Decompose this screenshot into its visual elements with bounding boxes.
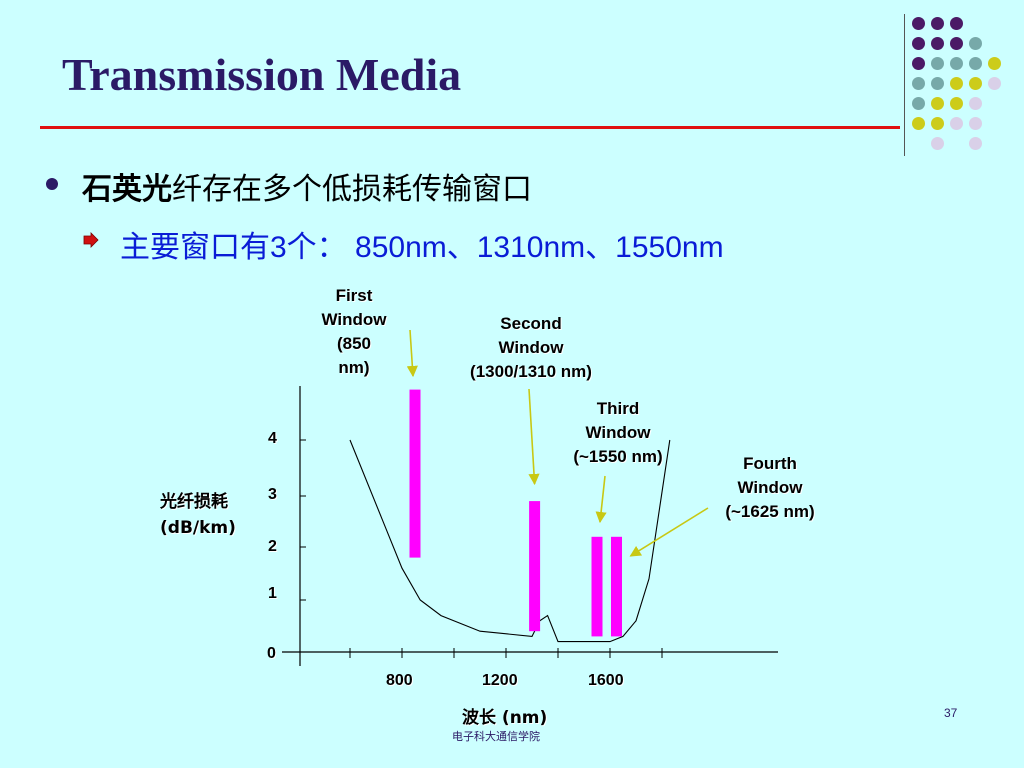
decor-dot xyxy=(912,57,925,70)
page-number: 37 xyxy=(944,706,958,720)
decor-dot xyxy=(969,117,982,130)
label-line: Third xyxy=(596,399,640,418)
y-tick-label: 4 xyxy=(268,430,277,447)
decor-vertical-rule xyxy=(904,14,905,156)
sub-bullet-arrow-icon xyxy=(83,232,99,248)
label-line: (1300/1310 nm) xyxy=(470,362,592,381)
decor-dot xyxy=(931,97,944,110)
y-axis-label-line2: (dB/km) xyxy=(160,518,236,538)
third-window-bar xyxy=(591,536,603,637)
bullet-1-rest: 纤存在多个低损耗传输窗口 xyxy=(172,172,532,207)
loss-curve-line xyxy=(349,439,671,643)
decor-dot xyxy=(988,77,1001,90)
decor-dot xyxy=(950,57,963,70)
decor-dot xyxy=(931,77,944,90)
decor-dot xyxy=(950,17,963,30)
bullet-2-text: 主要窗口有3个： 850nm、1310nm、1550nm xyxy=(120,231,724,264)
decor-dot xyxy=(950,77,963,90)
footer-text: 电子科大通信学院 xyxy=(452,730,540,743)
decor-dot xyxy=(969,77,982,90)
second-window-pointer-icon xyxy=(528,388,540,486)
slide-title: Transmission Media xyxy=(62,49,462,100)
fourth-window-pointer-icon xyxy=(629,507,709,557)
y-tick-label: 1 xyxy=(268,585,277,602)
decor-dot xyxy=(931,17,944,30)
bullet-1-text: 石英光纤存在多个低损耗传输窗口 xyxy=(82,164,532,208)
decor-dot xyxy=(912,97,925,110)
x-tick-label: 1600 xyxy=(588,672,624,689)
decor-dot xyxy=(969,37,982,50)
label-line: Fourth xyxy=(743,454,797,473)
second-window-bar xyxy=(529,501,541,632)
x-axis-label: 波长 (nm) xyxy=(462,708,548,728)
y-tick-label: 3 xyxy=(268,486,277,503)
decor-dot xyxy=(912,77,925,90)
label-line: (850 xyxy=(336,334,372,353)
decor-dot xyxy=(950,37,963,50)
decor-dot xyxy=(950,97,963,110)
decor-dot xyxy=(912,117,925,130)
decor-dot xyxy=(969,57,982,70)
decor-dot xyxy=(950,117,963,130)
decor-dot xyxy=(969,97,982,110)
bullet-dot-icon xyxy=(46,178,58,190)
label-line: First xyxy=(335,286,373,305)
label-line: Window xyxy=(498,338,564,357)
decor-dot xyxy=(912,37,925,50)
third-window-pointer-icon xyxy=(595,475,607,524)
label-line: Window xyxy=(585,423,651,442)
label-line: nm) xyxy=(338,358,370,377)
first-window-bar xyxy=(409,389,421,558)
fourth-window-bar xyxy=(611,536,622,637)
x-tick-label: 1200 xyxy=(482,672,518,689)
decor-dot xyxy=(931,117,944,130)
first-window-pointer-icon xyxy=(406,329,418,378)
y-tick-label: 2 xyxy=(268,538,277,555)
third-window-label: Third Window (~1550 nm) xyxy=(560,397,676,469)
label-line: Window xyxy=(737,478,803,497)
decor-dot xyxy=(931,137,944,150)
label-line: Second xyxy=(500,314,562,333)
decor-dot xyxy=(969,137,982,150)
y-axis-label: 光纤损耗 (dB/km) xyxy=(160,489,236,541)
title-underline xyxy=(40,126,900,129)
decor-dot xyxy=(912,17,925,30)
x-tick-label: 800 xyxy=(386,672,413,689)
first-window-label: First Window (850 nm) xyxy=(312,284,396,380)
second-window-label: Second Window (1300/1310 nm) xyxy=(456,312,606,384)
y-axis-label-line1: 光纤损耗 xyxy=(160,492,228,512)
fourth-window-label: Fourth Window (~1625 nm) xyxy=(712,452,828,524)
decor-dot xyxy=(988,57,1001,70)
bullet-1-bold: 石英光 xyxy=(82,172,172,207)
label-line: (~1550 nm) xyxy=(573,447,663,466)
label-line: Window xyxy=(321,310,387,329)
y-tick-label: 0 xyxy=(267,645,276,662)
decor-dot xyxy=(931,57,944,70)
decor-dot xyxy=(931,37,944,50)
label-line: (~1625 nm) xyxy=(725,502,815,521)
